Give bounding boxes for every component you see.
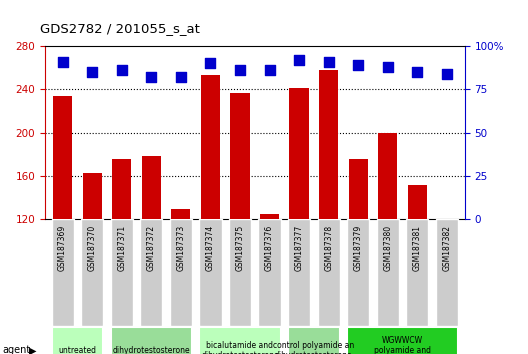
Bar [111, 219, 133, 326]
Text: dihydrotestosterone: dihydrotestosterone [112, 346, 190, 354]
Bar [288, 219, 310, 326]
Bar [260, 214, 279, 219]
Text: control polyamide an
dihydrotestosterone: control polyamide an dihydrotestosterone [274, 341, 354, 354]
Text: GSM187378: GSM187378 [324, 225, 333, 271]
Text: GSM187376: GSM187376 [265, 225, 274, 271]
Point [236, 68, 244, 73]
Point [413, 69, 421, 75]
Bar [229, 219, 251, 326]
Text: agent: agent [3, 346, 31, 354]
Point [265, 68, 274, 73]
Bar [347, 327, 458, 354]
Point [354, 62, 362, 68]
Text: ▶: ▶ [29, 346, 36, 354]
Point [147, 74, 156, 80]
Text: GSM187373: GSM187373 [176, 225, 185, 271]
Text: GSM187379: GSM187379 [354, 225, 363, 271]
Text: GSM187381: GSM187381 [413, 225, 422, 271]
Text: GSM187372: GSM187372 [147, 225, 156, 271]
Bar [112, 159, 131, 219]
Bar [348, 159, 368, 219]
Point [59, 59, 67, 64]
Point [295, 57, 303, 63]
Bar [406, 219, 428, 326]
Point [177, 74, 185, 80]
Bar [319, 70, 338, 219]
Text: GSM187369: GSM187369 [58, 225, 67, 271]
Point [324, 59, 333, 64]
Text: GSM187371: GSM187371 [117, 225, 126, 271]
Bar [201, 75, 220, 219]
Bar [142, 155, 161, 219]
Bar [52, 327, 103, 354]
Point [88, 69, 97, 75]
Bar [408, 185, 427, 219]
Text: WGWWCW
polyamide and
dihydrotestosterone: WGWWCW polyamide and dihydrotestosterone [364, 336, 441, 354]
Bar [170, 219, 192, 326]
Point [383, 64, 392, 70]
Bar [200, 327, 280, 354]
Text: GSM187375: GSM187375 [235, 225, 244, 271]
Text: GSM187374: GSM187374 [206, 225, 215, 271]
Text: GDS2782 / 201055_s_at: GDS2782 / 201055_s_at [40, 22, 200, 35]
Bar [81, 219, 103, 326]
Bar [230, 93, 250, 219]
Text: bicalutamide and
dihydrotestosterone: bicalutamide and dihydrotestosterone [201, 341, 279, 354]
Bar [317, 219, 340, 326]
Bar [378, 133, 398, 219]
Point [118, 68, 126, 73]
Text: GSM187382: GSM187382 [442, 225, 451, 271]
Bar [258, 219, 280, 326]
Text: GSM187377: GSM187377 [295, 225, 304, 271]
Bar [52, 219, 74, 326]
Bar [111, 327, 192, 354]
Bar [347, 219, 369, 326]
Point [442, 71, 451, 76]
Bar [436, 219, 458, 326]
Text: GSM187380: GSM187380 [383, 225, 392, 271]
Bar [82, 173, 102, 219]
Bar [200, 219, 222, 326]
Text: GSM187370: GSM187370 [88, 225, 97, 271]
Bar [289, 88, 309, 219]
Bar [171, 209, 191, 219]
Bar [376, 219, 399, 326]
Bar [53, 96, 72, 219]
Point [206, 61, 215, 66]
Bar [140, 219, 163, 326]
Bar [288, 327, 340, 354]
Text: untreated: untreated [59, 346, 97, 354]
